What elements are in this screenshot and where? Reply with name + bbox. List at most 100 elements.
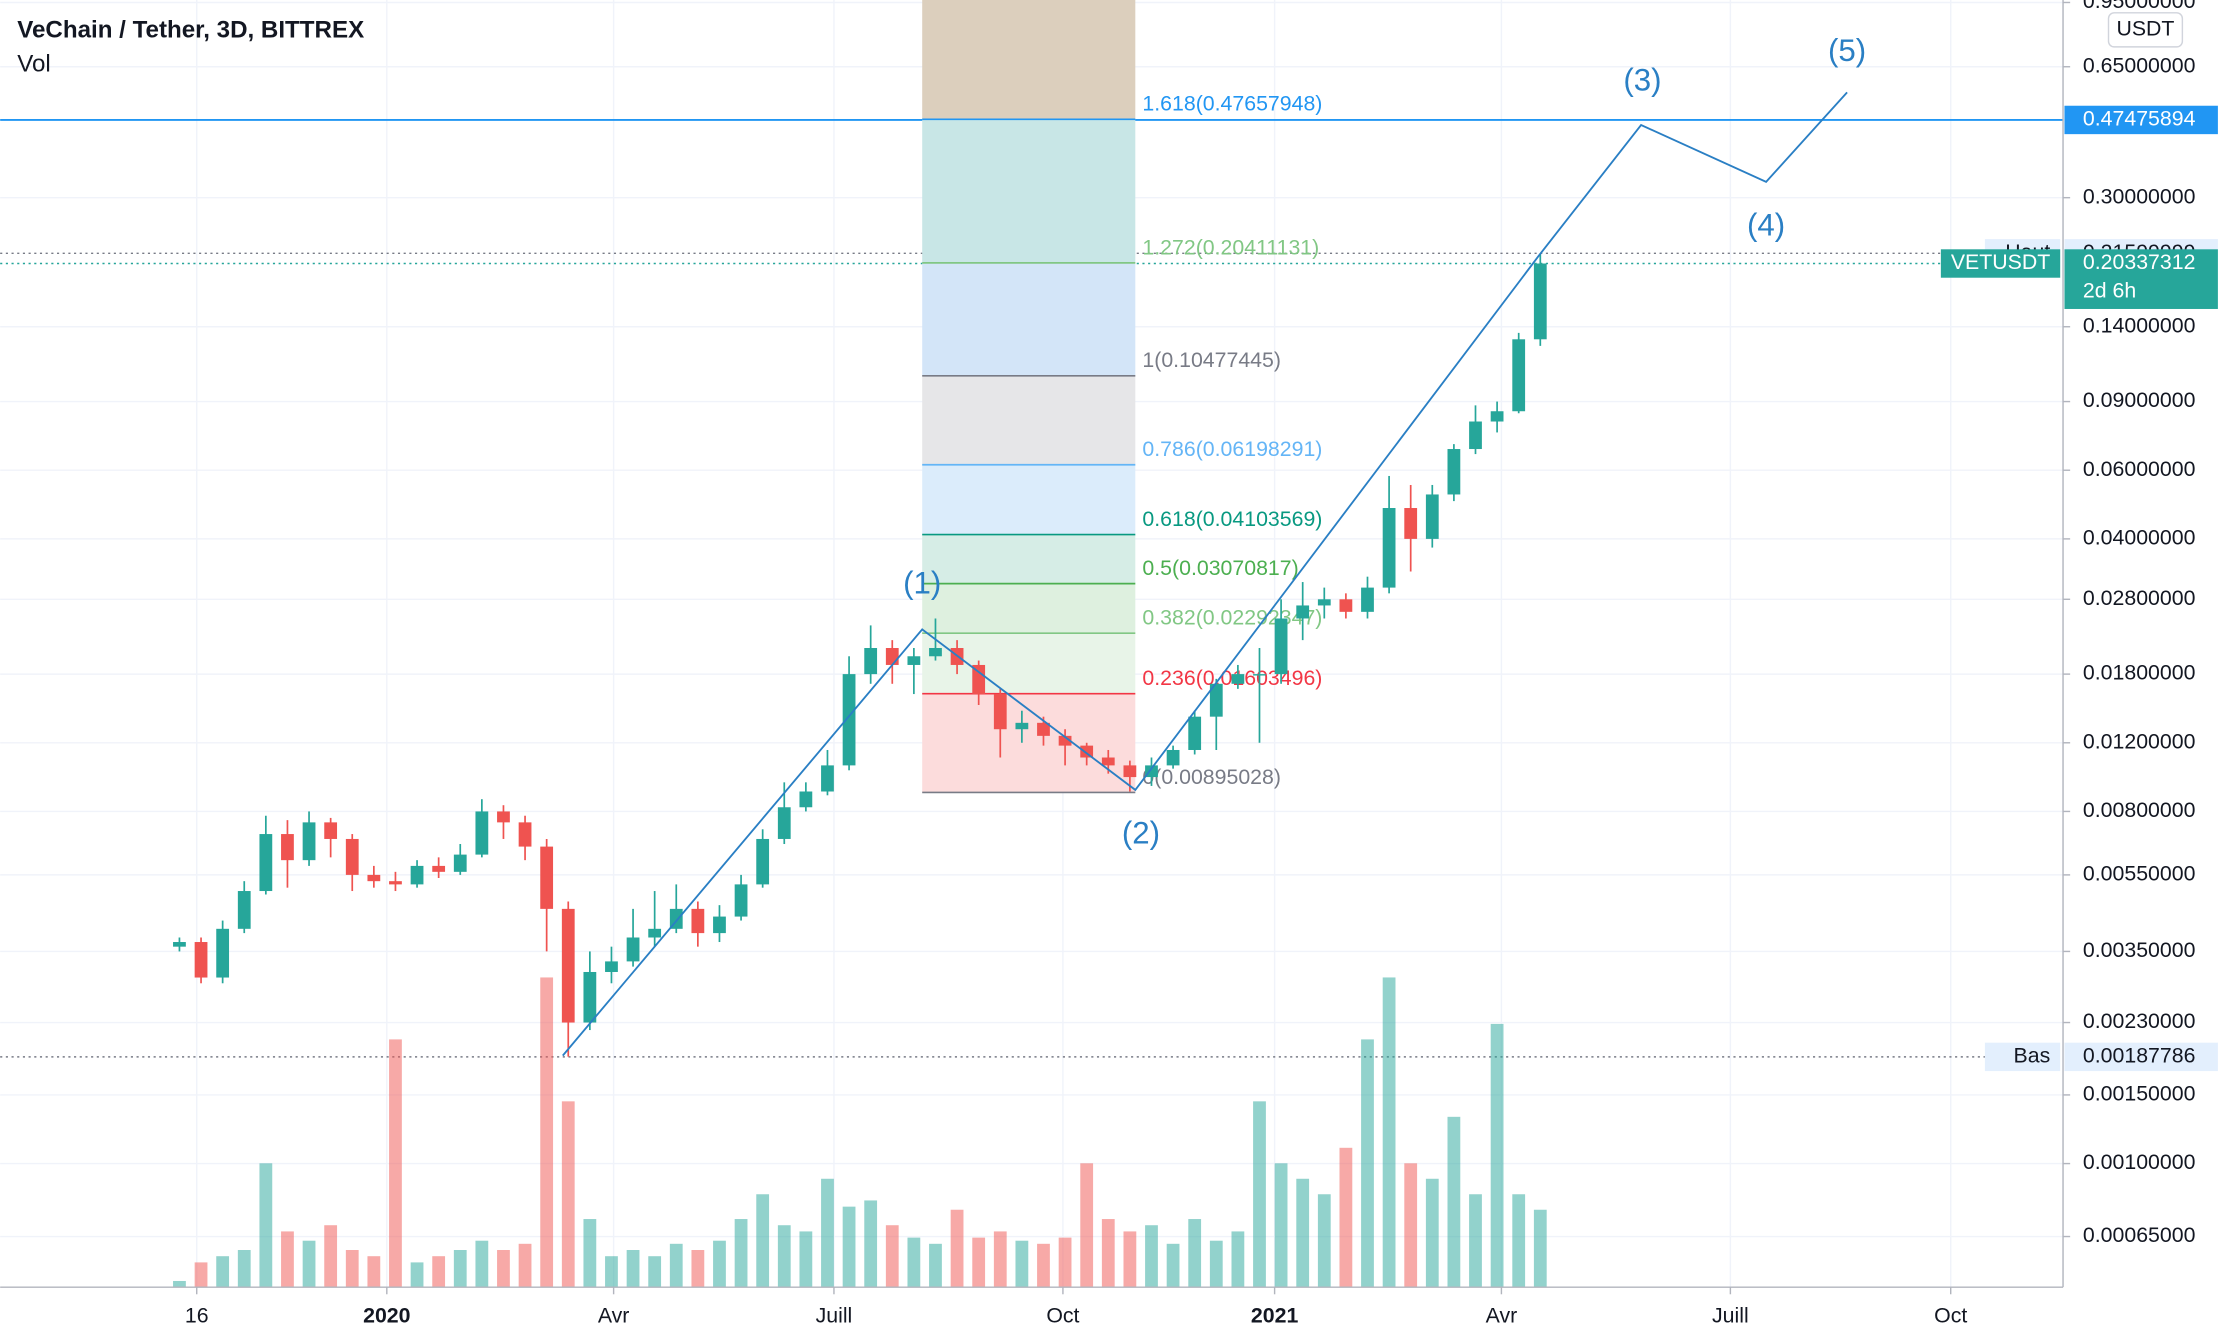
y-tick-label: 0.00230000 [2083,1009,2196,1033]
volume-bar [950,1209,964,1288]
y-tick-label: 0.01200000 [2083,729,2196,753]
candle-body [281,834,294,861]
price-label-box [2064,105,2218,135]
candle-body [561,908,575,1023]
volume-bar [1339,1147,1353,1288]
candle-body [1058,735,1072,746]
y-tick-label: 0.00550000 [2083,862,2196,886]
volume-bar [1361,1039,1374,1288]
volume-bar [518,1243,532,1288]
wave-label: (4) [1747,208,1785,243]
candle-body [432,865,446,872]
candle-body [216,928,230,978]
candle-body [1512,339,1526,412]
price-axis [2063,0,2228,1344]
y-tick-label: 0.00350000 [2083,938,2196,962]
candle-body [1253,674,1266,676]
volume-bar [1469,1194,1482,1288]
fib-zone [922,375,1136,465]
candle-body [1296,605,1310,619]
volume-bar [1253,1101,1266,1288]
price-name-box [1984,1042,2061,1072]
volume-bar [734,1219,748,1288]
candle-body [885,648,899,665]
volume-bar [756,1194,770,1288]
wave-label: (2) [1122,816,1160,851]
candle-body [842,674,856,766]
fib-zone [922,0,1136,120]
volume-bar [972,1237,986,1288]
candle-body [734,884,748,917]
candle-body [173,942,186,947]
x-tick-label: Juill [1712,1304,1749,1328]
volume-bar [345,1250,359,1288]
x-tick-label: Avr [598,1304,630,1328]
candle-body [345,838,359,875]
candle-body [1490,411,1504,422]
volume-bar [194,1262,208,1288]
price-label: 0.47475894 [2083,107,2196,131]
fib-label: 0.618(0.04103569) [1142,507,1322,531]
candle-body [648,928,662,938]
candle-body [1469,421,1482,450]
volume-bar [605,1256,618,1288]
volume-bar [1490,1023,1504,1288]
volume-bar [497,1250,510,1288]
candle-body [626,937,640,962]
volume-bar [885,1225,899,1288]
volume-bar [799,1231,813,1288]
volume-bar [1188,1219,1202,1288]
volume-bar [324,1225,338,1288]
volume-bar [1317,1194,1331,1288]
price-label: 0.20337312 [2083,250,2196,274]
series-name: VETUSDT [1951,250,2050,274]
candle-body [1209,683,1223,717]
candle-body [605,961,618,972]
candle-body [324,822,338,839]
volume-bar [713,1240,726,1288]
volume-bar [1382,977,1396,1288]
volume-bar [1274,1163,1288,1288]
x-tick-label: Oct [1046,1304,1079,1328]
candle-body [259,834,273,892]
fib-label: 1.272(0.20411131) [1142,235,1319,259]
y-tick-label: 0.65000000 [2083,53,2196,77]
fib-label: 1(0.10477445) [1142,348,1281,372]
fib-zone [922,464,1136,535]
volume-bar [691,1250,705,1288]
candle-body [799,791,813,808]
volume-bar [648,1256,662,1288]
volume-bar [1101,1219,1115,1288]
y-tick-label: 0.06000000 [2083,457,2196,481]
volume-legend: Vol [17,51,51,78]
fib-label: 1.618(0.47657948) [1142,92,1322,116]
volume-bar [1058,1237,1072,1288]
volume-bar [453,1250,467,1288]
volume-bar [1166,1243,1180,1288]
volume-bar [907,1237,921,1288]
fib-label: 0(0.00895028) [1142,765,1281,789]
volume-bar [626,1250,640,1288]
countdown: 2d 6h [2083,279,2136,303]
candle-body [302,822,316,861]
volume-bar [821,1178,834,1288]
volume-bar [1015,1240,1029,1288]
candle-body [907,656,921,665]
candle-body [756,838,770,885]
fib-retracement: 1.618(0.47657948) 1.272(0.20411131) 1(0.10… [922,0,1322,794]
y-tick-label: 0.02800000 [2083,586,2196,610]
currency-badge[interactable] [2107,12,2184,48]
x-tick-label: 16 [185,1304,209,1328]
currency: USDT [2116,16,2174,40]
wave-label: (3) [1623,63,1661,98]
volume-bar [475,1240,489,1288]
candle-body [1339,599,1353,612]
volume-bar [216,1256,230,1288]
candle-body [1231,674,1245,684]
volume-bar [173,1280,186,1288]
candle-body [367,874,381,882]
y-tick-label: 0.00150000 [2083,1082,2196,1106]
volume-bar [1404,1163,1418,1288]
volume-bar [281,1231,294,1288]
